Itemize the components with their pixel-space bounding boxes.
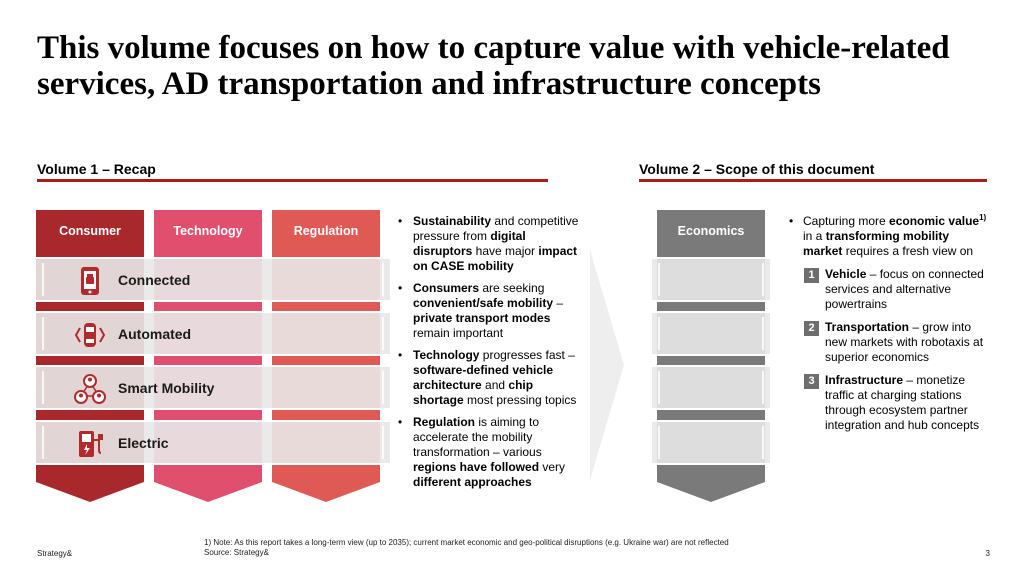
economics-band-2 bbox=[652, 311, 770, 356]
economics-band-3 bbox=[652, 365, 770, 410]
charging-station-icon bbox=[79, 431, 103, 457]
people-network-icon bbox=[74, 374, 106, 404]
row-label-electric: Electric bbox=[118, 435, 169, 451]
regulation-column-label: Regulation bbox=[293, 224, 359, 238]
row-label-connected: Connected bbox=[118, 272, 191, 288]
footnote: 1) Note: As this report takes a long-ter… bbox=[204, 538, 729, 558]
row-smart-mobility: Smart Mobility bbox=[36, 365, 390, 410]
economics-band-1 bbox=[652, 257, 770, 302]
row-connected: Connected bbox=[36, 257, 390, 302]
scope-item-vehicle: 1 Vehicle – focus on connected services … bbox=[787, 267, 987, 312]
volume1-divider bbox=[37, 179, 548, 182]
bullet-sustainability: • Sustainability and competitive pressure… bbox=[398, 214, 579, 273]
row-label-smart-mobility: Smart Mobility bbox=[118, 380, 215, 396]
number-badge: 3 bbox=[804, 374, 819, 389]
row-label-automated: Automated bbox=[118, 326, 192, 342]
row-electric: Electric bbox=[36, 420, 390, 465]
volume1-heading: Volume 1 – Recap bbox=[37, 161, 156, 177]
economics-column-label: Economics bbox=[677, 224, 745, 238]
volume2-divider bbox=[639, 179, 987, 182]
bullet-technology: • Technology progresses fast – software-d… bbox=[398, 348, 577, 407]
volume2-heading: Volume 2 – Scope of this document bbox=[639, 161, 875, 177]
scope-item-infrastructure: 3 Infrastructure – monetize traffic at c… bbox=[787, 373, 987, 433]
technology-column-label: Technology bbox=[173, 224, 243, 238]
bullet-consumers: • Consumers are seeking convenient/safe m… bbox=[398, 281, 564, 340]
scope-item-transportation: 2 Transportation – grow into new markets… bbox=[787, 320, 987, 365]
scope-intro: • Capturing more economic value1) in a t… bbox=[789, 213, 987, 259]
autonomous-car-icon bbox=[74, 323, 106, 347]
number-badge: 2 bbox=[804, 321, 819, 336]
phone-car-icon bbox=[81, 267, 99, 295]
page-number: 3 bbox=[985, 549, 990, 558]
consumer-column-label: Consumer bbox=[59, 224, 121, 238]
economics-band-4 bbox=[652, 420, 770, 465]
bullet-regulation: • Regulation is aiming to accelerate the … bbox=[398, 415, 566, 489]
number-badge: 1 bbox=[804, 268, 819, 283]
footnote-source: Source: Strategy& bbox=[204, 548, 269, 557]
row-automated: Automated bbox=[36, 311, 390, 356]
brand-label: Strategy& bbox=[37, 549, 73, 558]
volume2-scope-text: • Capturing more economic value1) in a t… bbox=[787, 214, 987, 433]
chevron-right-icon bbox=[590, 250, 624, 480]
volume1-bullet-list: • Sustainability and competitive pressure… bbox=[396, 214, 586, 497]
footnote-note: 1) Note: As this report takes a long-ter… bbox=[204, 538, 729, 547]
page-title: This volume focuses on how to capture va… bbox=[37, 30, 950, 102]
